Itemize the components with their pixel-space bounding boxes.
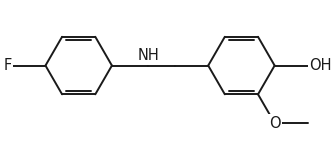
- Text: NH: NH: [137, 48, 159, 63]
- Text: F: F: [4, 58, 12, 73]
- Text: O: O: [269, 116, 281, 131]
- Text: OH: OH: [309, 58, 332, 73]
